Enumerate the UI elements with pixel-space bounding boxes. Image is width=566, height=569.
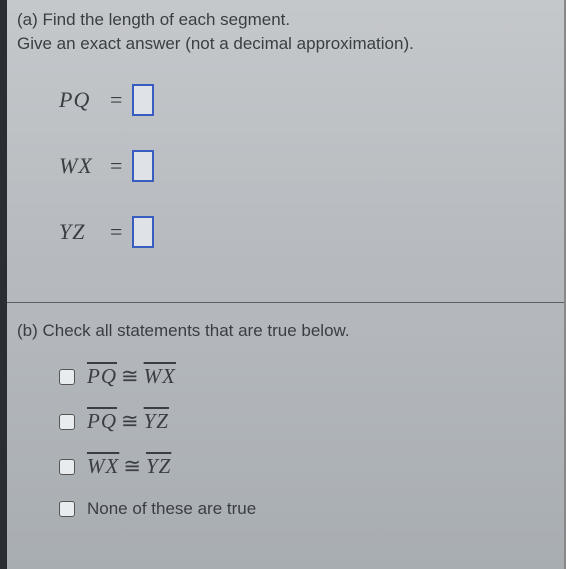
option-row-3: WX ≅ YZ	[59, 454, 554, 479]
segment-right-3: YZ	[146, 454, 171, 479]
equals-sign: =	[110, 153, 122, 179]
variable-label-wx: WX	[59, 153, 104, 179]
section-a-prompt-line-1: (a) Find the length of each segment.	[17, 8, 554, 32]
equation-row-wx: WX =	[59, 150, 554, 182]
segment-left-1: PQ	[87, 364, 117, 389]
checkbox-none-true[interactable]	[59, 501, 75, 517]
variable-label-pq: PQ	[59, 87, 104, 113]
segment-left-2: PQ	[87, 409, 117, 434]
equals-sign: =	[110, 219, 122, 245]
input-pq[interactable]	[132, 84, 154, 116]
variable-label-yz: YZ	[59, 219, 104, 245]
option-row-4: None of these are true	[59, 499, 554, 519]
congruence-wx-yz: WX ≅ YZ	[87, 454, 171, 479]
section-b-check-statements: (b) Check all statements that are true b…	[7, 303, 564, 520]
congruence-pq-wx: PQ ≅ WX	[87, 364, 176, 389]
congruent-icon: ≅	[121, 364, 140, 389]
checkbox-pq-wx[interactable]	[59, 369, 75, 385]
checkbox-wx-yz[interactable]	[59, 459, 75, 475]
equation-row-yz: YZ =	[59, 216, 554, 248]
section-a-prompt-line-2: Give an exact answer (not a decimal appr…	[17, 32, 554, 56]
segment-left-3: WX	[87, 454, 119, 479]
option-row-2: PQ ≅ YZ	[59, 409, 554, 434]
section-b-prompt: (b) Check all statements that are true b…	[17, 319, 554, 343]
congruent-icon: ≅	[123, 454, 142, 479]
equation-row-pq: PQ =	[59, 84, 554, 116]
segment-right-1: WX	[144, 364, 176, 389]
section-a-find-length: (a) Find the length of each segment. Giv…	[7, 0, 564, 302]
input-yz[interactable]	[132, 216, 154, 248]
congruence-pq-yz: PQ ≅ YZ	[87, 409, 169, 434]
congruent-icon: ≅	[121, 409, 140, 434]
input-wx[interactable]	[132, 150, 154, 182]
none-true-label: None of these are true	[87, 499, 256, 519]
checkbox-pq-yz[interactable]	[59, 414, 75, 430]
option-row-1: PQ ≅ WX	[59, 364, 554, 389]
checkbox-list: PQ ≅ WX PQ ≅ YZ WX ≅ YZ None of these ar…	[17, 342, 554, 519]
equals-sign: =	[110, 87, 122, 113]
equation-list: PQ = WX = YZ =	[17, 56, 554, 248]
segment-right-2: YZ	[144, 409, 169, 434]
